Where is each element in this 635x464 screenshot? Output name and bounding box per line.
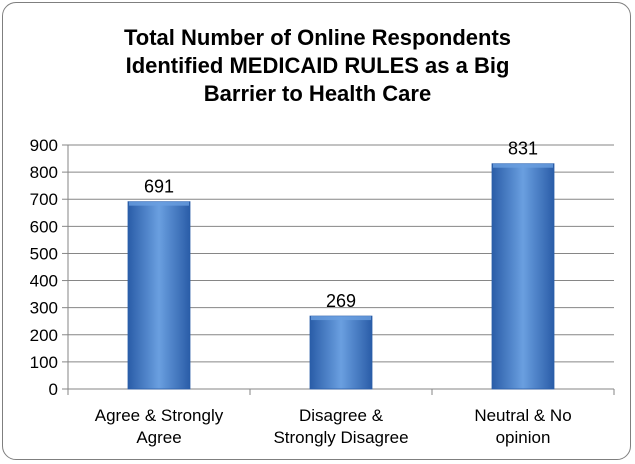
y-tick-label: 100 [30, 353, 58, 372]
chart-title: Total Number of Online Respondents Ident… [40, 24, 595, 108]
bar-3 [491, 163, 555, 390]
category-label-line: Neutral & No [474, 406, 571, 425]
bar-1 [127, 201, 191, 390]
category-label-line: Agree & Strongly [95, 406, 224, 425]
chart-title-line-2: Identified MEDICAID RULES as a Big [125, 53, 510, 78]
data-label-2: 269 [326, 291, 356, 311]
y-tick-label: 0 [49, 380, 58, 399]
category-label-1: Agree & Strongly Agree [95, 406, 224, 447]
y-tick-label: 600 [30, 217, 58, 236]
bar-2 [309, 315, 373, 390]
data-label-3: 831 [508, 139, 538, 159]
category-label-line: Strongly Disagree [273, 428, 408, 447]
y-tick-label: 900 [30, 136, 58, 155]
y-tick-label: 200 [30, 326, 58, 345]
chart-title-line-3: Barrier to Health Care [203, 81, 432, 106]
category-label-line: opinion [496, 428, 551, 447]
y-tick-label: 400 [30, 272, 58, 291]
y-tick-label: 700 [30, 190, 58, 209]
chart-title-line-1: Total Number of Online Respondents [123, 25, 512, 50]
bar-top-highlight [311, 316, 371, 321]
bar-top-highlight [129, 201, 189, 206]
y-tick-label: 800 [30, 163, 58, 182]
y-tick-label: 300 [30, 299, 58, 318]
category-label-3: Neutral & No opinion [474, 406, 571, 447]
category-label-line: Disagree & [299, 406, 384, 425]
category-label-line: Agree [136, 428, 181, 447]
bar-top-highlight [493, 163, 553, 168]
data-label-1: 691 [144, 177, 174, 197]
y-tick-label: 500 [30, 244, 58, 263]
category-label-2: Disagree & Strongly Disagree [273, 406, 408, 447]
